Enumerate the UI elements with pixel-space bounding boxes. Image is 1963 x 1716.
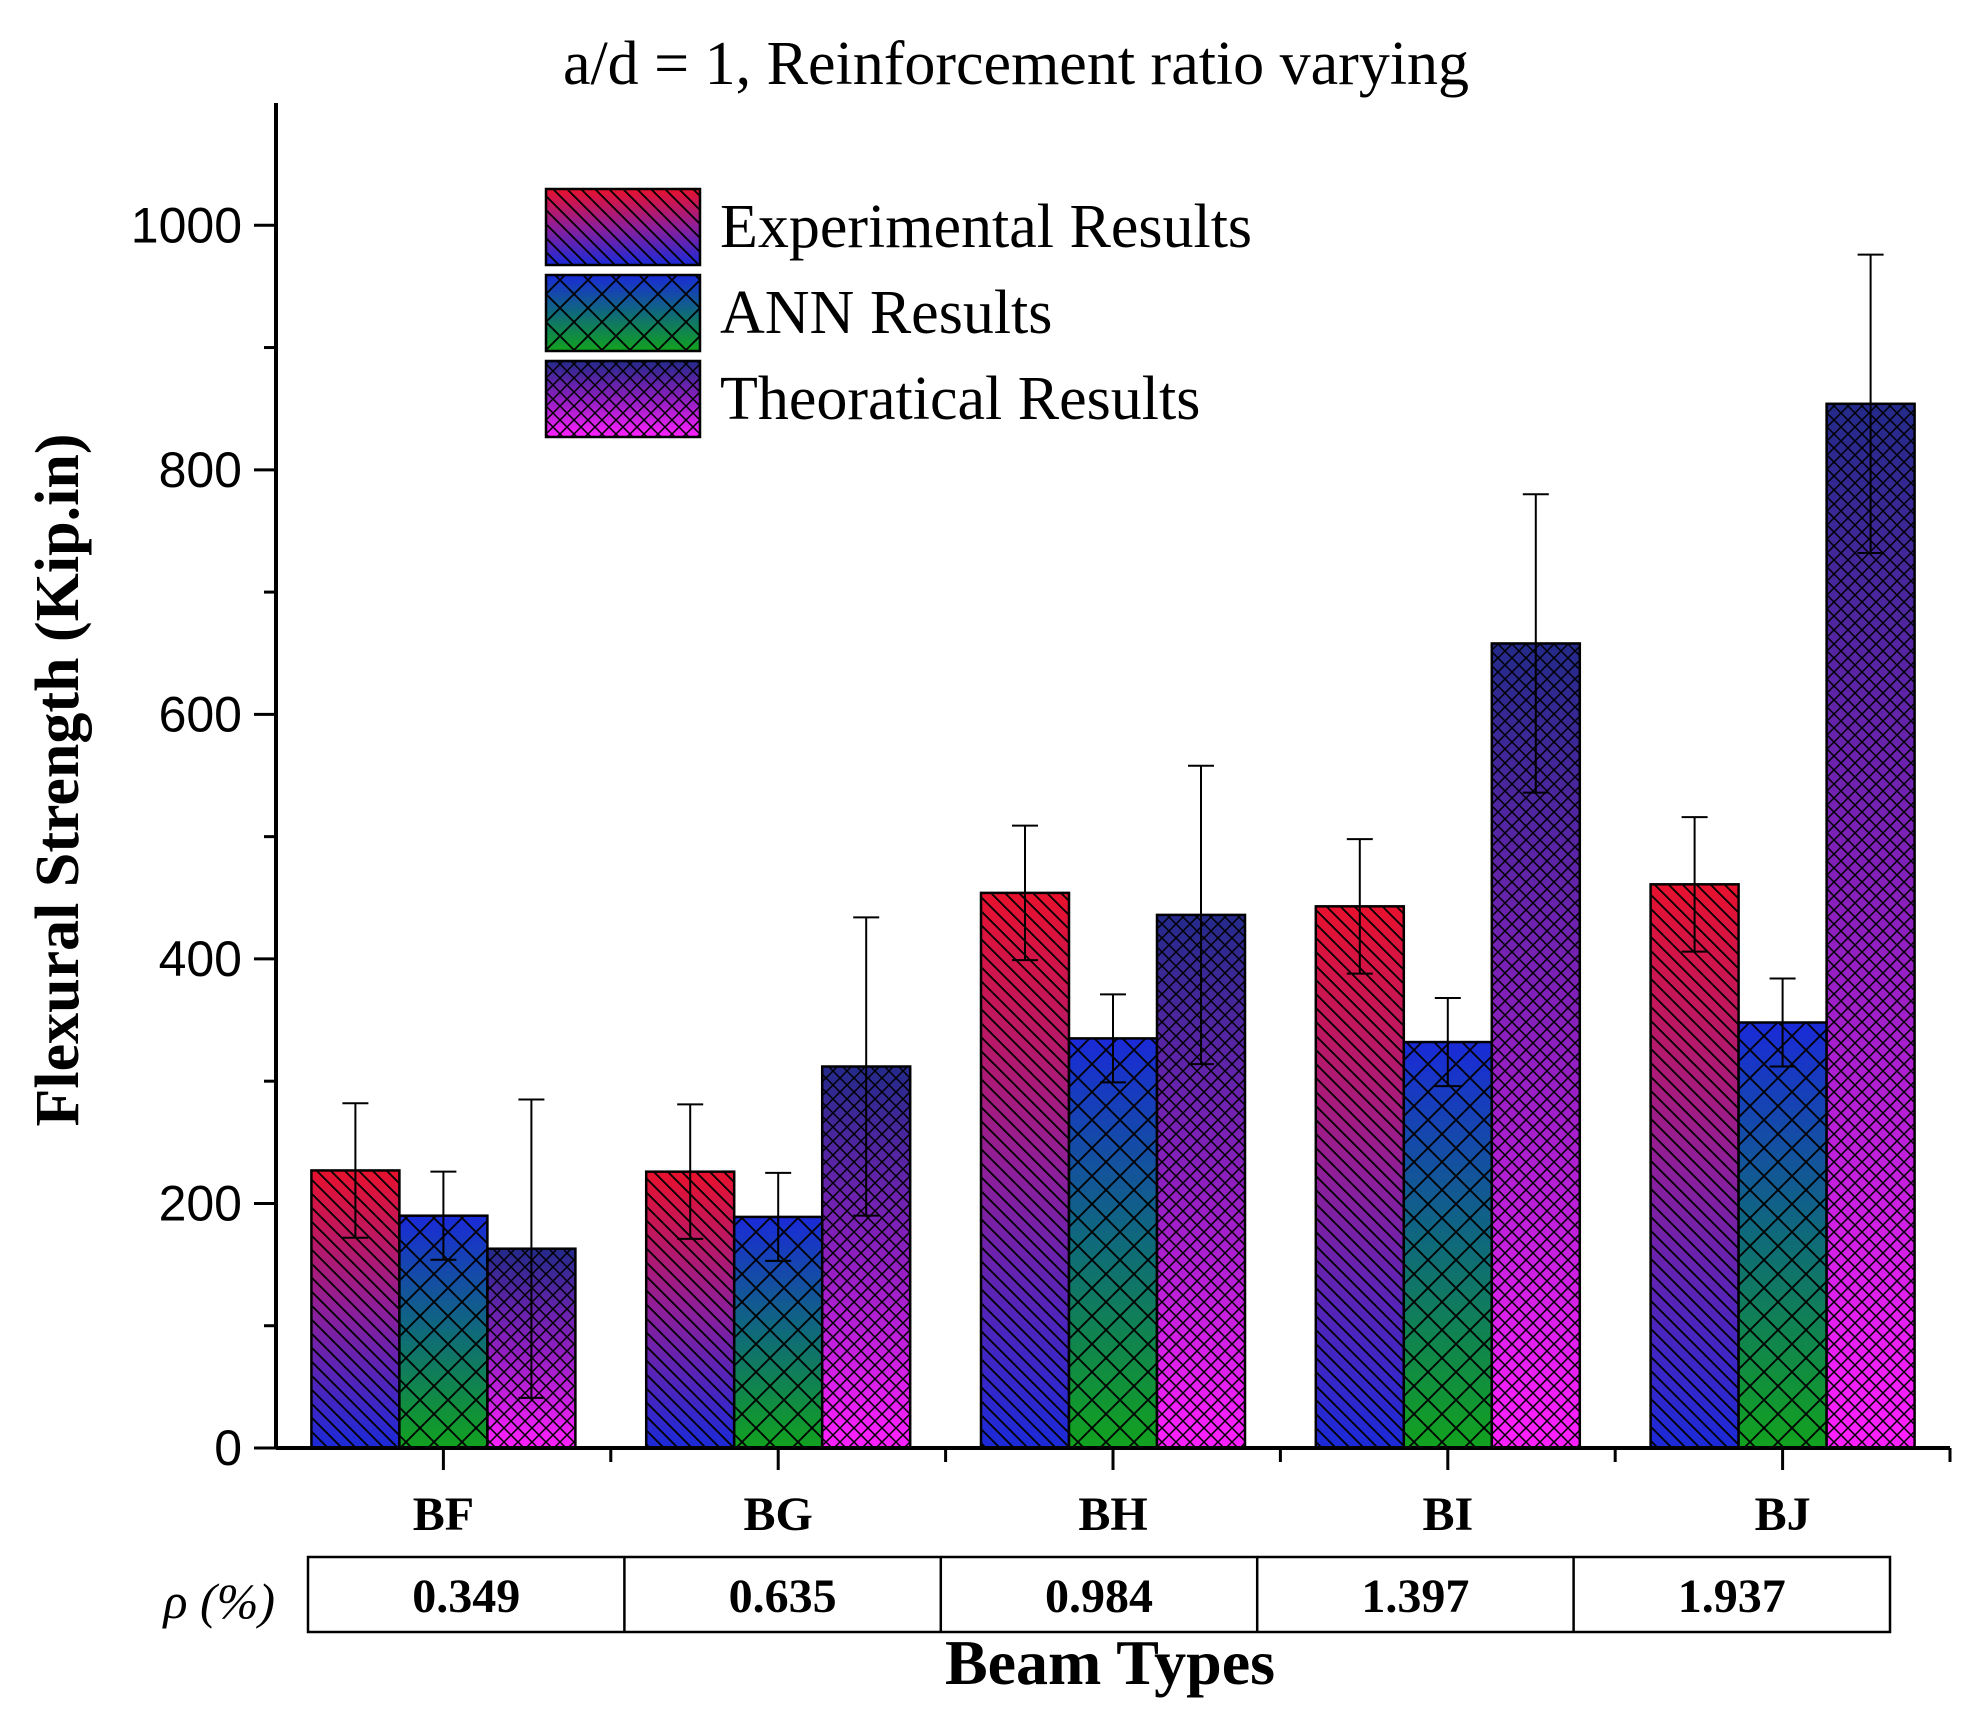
error-bar-ann-results-bh: [1100, 993, 1126, 1084]
error-bar-theoratical-results-bf: [518, 1098, 545, 1399]
x-tick-label-bj: BJ: [1755, 1488, 1811, 1541]
y-tick-label-200: 200: [159, 1175, 242, 1231]
legend-label-ann-results: ANN Results: [720, 279, 1052, 347]
chart-title: a/d = 1, Reinforcement ratio varying: [563, 30, 1469, 98]
rho-value-bh: 0.984: [1045, 1570, 1153, 1623]
bar-hatch-experimental-results-bh: [979, 891, 1071, 1450]
y-axis-label: Flexural Strength (Kip.in): [24, 434, 92, 1127]
legend-item-theoratical-results: Theoratical Results: [544, 359, 1200, 439]
rho-value-bi: 1.397: [1361, 1570, 1469, 1623]
error-bar-theoratical-results-bj: [1857, 253, 1884, 554]
error-bar-theoratical-results-bh: [1188, 764, 1214, 1066]
error-bar-ann-results-bg: [765, 1171, 792, 1262]
error-bar-experimental-results-bj: [1681, 816, 1708, 953]
bar-hatch-ann-results-bi: [1402, 1040, 1494, 1450]
error-bar-theoratical-results-bi: [1522, 493, 1549, 794]
ticks-layer: 0 200 400 600 800 1000: [131, 197, 1952, 1476]
error-bar-theoratical-results-bg: [853, 916, 880, 1217]
legend-label-experimental-results: Experimental Results: [720, 193, 1252, 261]
x-tick-label-bg: BG: [744, 1488, 813, 1541]
error-bar-ann-results-bi: [1434, 997, 1461, 1088]
x-tick-label-bi: BI: [1422, 1488, 1473, 1541]
error-bar-ann-results-bj: [1769, 977, 1796, 1068]
rho-table-border: [306, 1555, 1892, 1634]
rho-table: 0.349 0.635 0.984 1.397 1.937: [306, 1555, 1892, 1634]
rho-value-bf: 0.349: [412, 1570, 520, 1623]
x-axis-label: Beam Types: [945, 1627, 1275, 1698]
legend-swatch-hatch-theoratical-results: [544, 359, 702, 439]
rho-label: ρ (%): [162, 1573, 275, 1629]
error-bar-ann-results-bf: [430, 1170, 457, 1261]
error-bar-experimental-results-bi: [1346, 838, 1373, 975]
y-tick-label-400: 400: [159, 931, 242, 987]
legend-item-ann-results: ANN Results: [544, 273, 1052, 353]
rho-value-bj: 1.937: [1678, 1570, 1786, 1623]
error-bars-layer: [342, 253, 1884, 1399]
x-tick-label-bh: BH: [1078, 1488, 1147, 1541]
legend-label-theoratical-results: Theoratical Results: [720, 365, 1200, 433]
y-tick-label-1000: 1000: [131, 197, 242, 253]
legend-swatch-hatch-ann-results: [544, 273, 702, 353]
category-labels-layer: BF BG BH BI BJ: [413, 1448, 1811, 1541]
legend: Experimental Results ANN Results Theoratic…: [544, 187, 1252, 439]
bar-hatch-ann-results-bh: [1067, 1037, 1159, 1450]
bar-hatch-ann-results-bj: [1737, 1021, 1828, 1450]
rho-value-bg: 0.635: [729, 1570, 837, 1623]
y-tick-label-600: 600: [159, 686, 242, 742]
x-tick-label-bf: BF: [413, 1488, 474, 1541]
y-tick-label-800: 800: [159, 442, 242, 498]
legend-item-experimental-results: Experimental Results: [544, 187, 1252, 267]
legend-swatch-hatch-experimental-results: [544, 187, 702, 267]
bar-hatch-theoratical-results-bj: [1825, 402, 1916, 1450]
error-bar-experimental-results-bg: [677, 1103, 704, 1240]
bars-layer: [310, 402, 1916, 1450]
bar-hatch-experimental-results-bi: [1314, 905, 1406, 1450]
error-bar-experimental-results-bh: [1012, 824, 1038, 962]
error-bar-experimental-results-bf: [342, 1102, 369, 1239]
bar-hatch-experimental-results-bj: [1649, 883, 1740, 1450]
y-tick-label-0: 0: [214, 1420, 242, 1476]
